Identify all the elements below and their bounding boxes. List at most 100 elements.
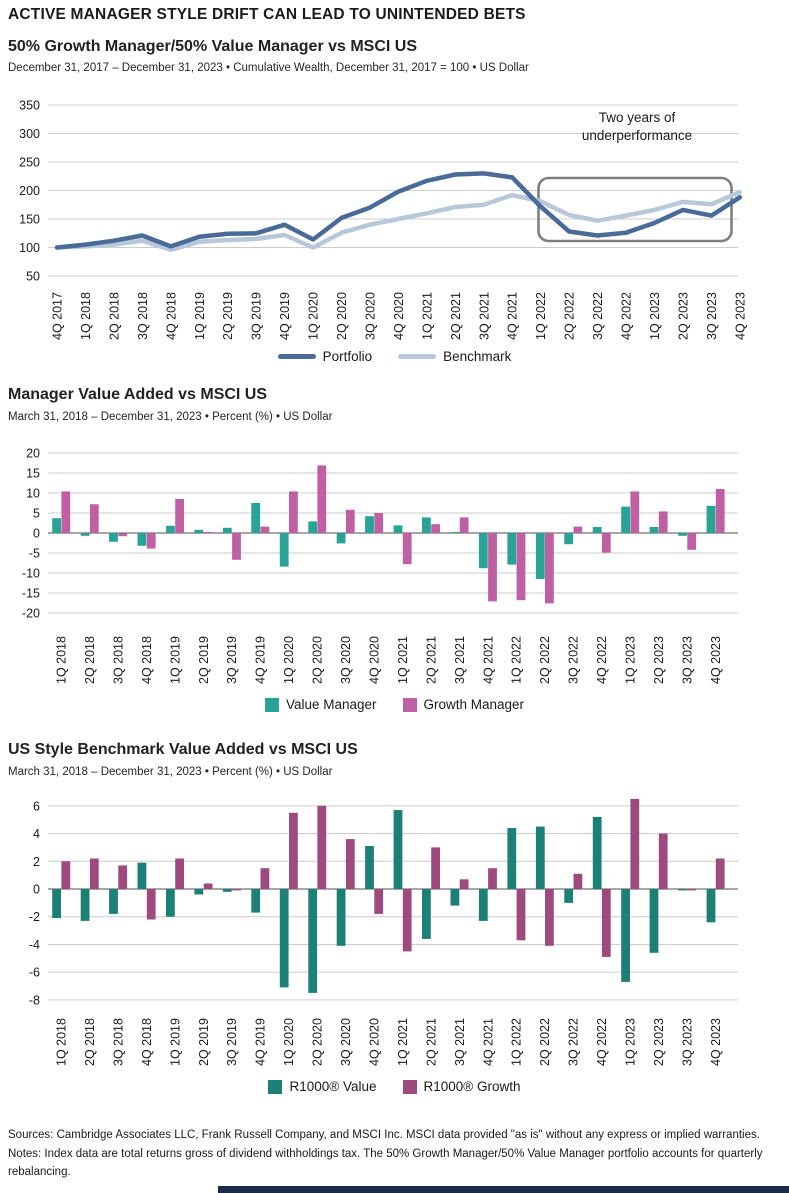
x-tick-label: 4Q 2021 bbox=[481, 636, 495, 684]
x-tick-label: 4Q 2020 bbox=[367, 1018, 381, 1066]
x-tick-label: 4Q 2020 bbox=[367, 636, 381, 684]
manager-value-added-bar-chart: 20 15 10 5 0 -5 -10 -15 -20 1Q 2018 2Q 2018 3Q 2018… bbox=[22, 447, 738, 684]
x-tick-label: 4Q 2019 bbox=[278, 292, 292, 340]
x-tick-label: 2Q 2020 bbox=[311, 636, 325, 684]
r1000-growth-bar bbox=[658, 833, 668, 889]
x-tick-label: 2Q 2022 bbox=[563, 292, 577, 340]
r1000-value-bar bbox=[80, 889, 90, 921]
r1000-value-bar bbox=[678, 889, 687, 891]
growth-manager-bar bbox=[601, 533, 611, 553]
annotation-text: underperformance bbox=[582, 128, 692, 143]
x-tick-label: 1Q 2023 bbox=[648, 292, 662, 340]
x-tick-label: 1Q 2018 bbox=[79, 292, 93, 340]
value-manager-bar bbox=[80, 533, 90, 536]
r1000-value-bar bbox=[222, 889, 232, 892]
y-tick-label: -2 bbox=[29, 910, 40, 924]
benchmark-legend-label: Benchmark bbox=[443, 349, 512, 364]
x-tick-label: 2Q 2023 bbox=[676, 292, 690, 340]
x-tick-label: 2Q 2021 bbox=[449, 292, 463, 340]
x-tick-label: 2Q 2020 bbox=[311, 1018, 325, 1066]
underperformance-annotation-box bbox=[537, 176, 733, 243]
r1000-growth-swatch bbox=[402, 1079, 417, 1094]
x-tick-label: 1Q 2021 bbox=[420, 292, 434, 340]
x-tick-label: 1Q 2021 bbox=[396, 636, 410, 684]
r1000-value-bar bbox=[194, 889, 204, 895]
bottom-accent-bar bbox=[218, 1186, 789, 1193]
growth-manager-bar bbox=[431, 524, 440, 533]
value-manager-bar bbox=[52, 518, 61, 533]
x-tick-label: 3Q 2021 bbox=[453, 1018, 467, 1066]
x-tick-label: 3Q 2022 bbox=[567, 1018, 581, 1066]
x-tick-label: 3Q 2020 bbox=[339, 1018, 353, 1066]
x-tick-label: 4Q 2017 bbox=[51, 292, 65, 340]
chart2-legend: Value Manager Growth Manager bbox=[0, 697, 789, 712]
y-tick-label: 10 bbox=[26, 487, 40, 501]
x-tick-label: 4Q 2020 bbox=[392, 292, 406, 340]
x-tick-label: 2Q 2021 bbox=[424, 1018, 438, 1066]
x-tick-label: 4Q 2018 bbox=[140, 636, 154, 684]
legend-item-value-manager: Value Manager bbox=[264, 697, 377, 712]
x-tick-label: 2Q 2023 bbox=[652, 636, 666, 684]
y-tick-label: -15 bbox=[22, 587, 40, 601]
x-tick-label: 3Q 2020 bbox=[339, 636, 353, 684]
r1000-value-bar bbox=[535, 826, 545, 889]
value-manager-bar bbox=[422, 517, 431, 533]
chart3-subtitle: March 31, 2018 – December 31, 2023 • Per… bbox=[8, 766, 333, 778]
chart3-legend: R1000® Value R1000® Growth bbox=[0, 1079, 789, 1094]
r1000-value-bar bbox=[109, 889, 118, 914]
growth-manager-bar bbox=[402, 533, 412, 565]
growth-manager-swatch bbox=[402, 697, 417, 712]
x-tick-label: 1Q 2020 bbox=[282, 1018, 296, 1066]
growth-manager-bar bbox=[516, 533, 526, 601]
y-tick-label: 50 bbox=[26, 270, 40, 284]
x-tick-label: 3Q 2021 bbox=[477, 292, 491, 340]
value-manager-bar bbox=[450, 532, 460, 533]
y-tick-label: 4 bbox=[33, 827, 40, 841]
r1000-growth-bar bbox=[516, 889, 526, 941]
x-tick-label: 3Q 2019 bbox=[225, 636, 239, 684]
growth-manager-bar bbox=[317, 465, 327, 533]
chart1-title: 50% Growth Manager/50% Value Manager vs … bbox=[8, 38, 418, 55]
y-tick-label: 300 bbox=[19, 127, 40, 141]
y-tick-label: 20 bbox=[26, 447, 40, 461]
r1000-value-bar bbox=[137, 862, 147, 889]
value-manager-bar bbox=[592, 527, 602, 533]
x-tick-label: 4Q 2018 bbox=[164, 292, 178, 340]
r1000-growth-bar bbox=[374, 889, 384, 914]
benchmark-line-swatch bbox=[398, 354, 437, 359]
value-manager-bar bbox=[393, 525, 403, 533]
annotation-text: Two years of bbox=[599, 110, 676, 125]
value-manager-bar bbox=[222, 527, 232, 533]
x-tick-label: 1Q 2023 bbox=[624, 1018, 638, 1066]
x-tick-label: 1Q 2022 bbox=[534, 292, 548, 340]
r1000-growth-bar bbox=[345, 839, 355, 889]
y-tick-label: 0 bbox=[33, 527, 40, 541]
x-tick-label: 2Q 2021 bbox=[424, 636, 438, 684]
r1000-growth-bar bbox=[573, 873, 583, 889]
value-manager-bar bbox=[194, 529, 204, 533]
x-tick-label: 1Q 2021 bbox=[396, 1018, 410, 1066]
x-tick-label: 3Q 2023 bbox=[705, 292, 719, 340]
chart1-subtitle: December 31, 2017 – December 31, 2023 • … bbox=[8, 62, 529, 74]
y-tick-label: -8 bbox=[29, 993, 40, 1007]
value-manager-bar bbox=[478, 533, 488, 569]
chart3-title: US Style Benchmark Value Added vs MSCI U… bbox=[8, 741, 358, 758]
growth-manager-bar bbox=[630, 491, 640, 533]
legend-item-benchmark: Benchmark bbox=[398, 349, 511, 364]
r1000-value-bar bbox=[393, 810, 403, 889]
growth-manager-bar bbox=[260, 526, 270, 533]
x-tick-label: 3Q 2021 bbox=[453, 636, 467, 684]
growth-manager-bar bbox=[715, 489, 725, 533]
x-tick-label: 2Q 2020 bbox=[335, 292, 349, 340]
y-tick-label: 5 bbox=[33, 507, 40, 521]
x-tick-label: 1Q 2018 bbox=[55, 1018, 69, 1066]
x-tick-label: 3Q 2022 bbox=[591, 292, 605, 340]
x-tick-label: 1Q 2022 bbox=[510, 636, 524, 684]
r1000-value-bar bbox=[564, 889, 574, 903]
growth-manager-bar bbox=[658, 511, 668, 533]
x-tick-label: 1Q 2022 bbox=[510, 1018, 524, 1066]
r1000-growth-bar bbox=[89, 858, 99, 889]
x-tick-label: 2Q 2018 bbox=[107, 292, 121, 340]
footer-notes-line: Notes: Index data are total returns gros… bbox=[8, 1147, 763, 1179]
